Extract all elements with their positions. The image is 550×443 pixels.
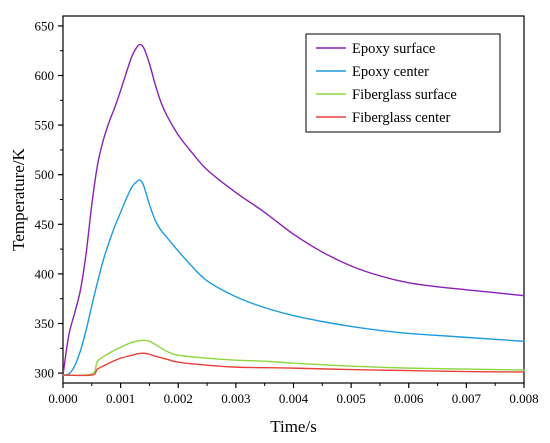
x-tick-label: 0.002	[164, 391, 193, 406]
x-tick-label: 0.005	[337, 391, 366, 406]
x-tick-label: 0.001	[106, 391, 135, 406]
legend-label: Fiberglass center	[352, 110, 451, 126]
y-tick-label: 350	[35, 316, 55, 331]
series-line-2	[62, 179, 525, 376]
y-tick-label: 500	[35, 167, 55, 182]
legend-box	[305, 33, 501, 133]
legend: Epoxy surface Epoxy center Fiberglass surf…	[305, 33, 501, 133]
y-tick-label: 600	[35, 68, 55, 83]
y-tick-label: 400	[35, 266, 55, 281]
series-layer	[62, 43, 525, 377]
y-tick-label: 550	[35, 118, 55, 133]
series-line-1	[62, 43, 525, 376]
x-tick-label: 0.007	[452, 391, 482, 406]
series-line-3	[62, 339, 525, 377]
legend-label: Fiberglass surface	[352, 87, 457, 103]
legend-label: Epoxy surface	[352, 41, 435, 57]
series-line-4	[62, 352, 525, 377]
x-tick-label: 0.004	[279, 391, 309, 406]
y-tick-label: 450	[35, 217, 55, 232]
x-tick-label: 0.008	[509, 391, 538, 406]
x-tick-label: 0.003	[221, 391, 250, 406]
x-tick-label: 0.006	[394, 391, 424, 406]
x-axis: 0.000 0.001 0.002 0.003 0.004 0.005 0.006 0.007…	[48, 383, 539, 406]
y-axis-title: Temperature/K	[9, 147, 28, 250]
x-axis-title: Time/s	[270, 417, 317, 436]
y-tick-label: 300	[35, 366, 55, 381]
y-axis: 300 350 400 450 500 550 600 650	[35, 18, 63, 381]
legend-label: Epoxy center	[352, 64, 429, 80]
y-tick-label: 650	[35, 18, 55, 33]
x-tick-label: 0.000	[48, 391, 77, 406]
